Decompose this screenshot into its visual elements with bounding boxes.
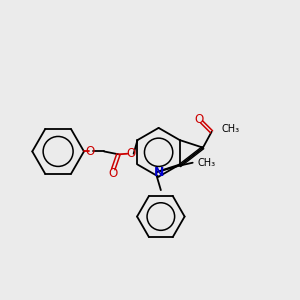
Text: O: O [127,147,136,160]
Text: CH₃: CH₃ [222,124,240,134]
Text: O: O [194,113,203,126]
Text: N: N [154,166,164,179]
Text: O: O [85,145,94,158]
Text: O: O [108,167,117,180]
Text: CH₃: CH₃ [198,158,216,168]
